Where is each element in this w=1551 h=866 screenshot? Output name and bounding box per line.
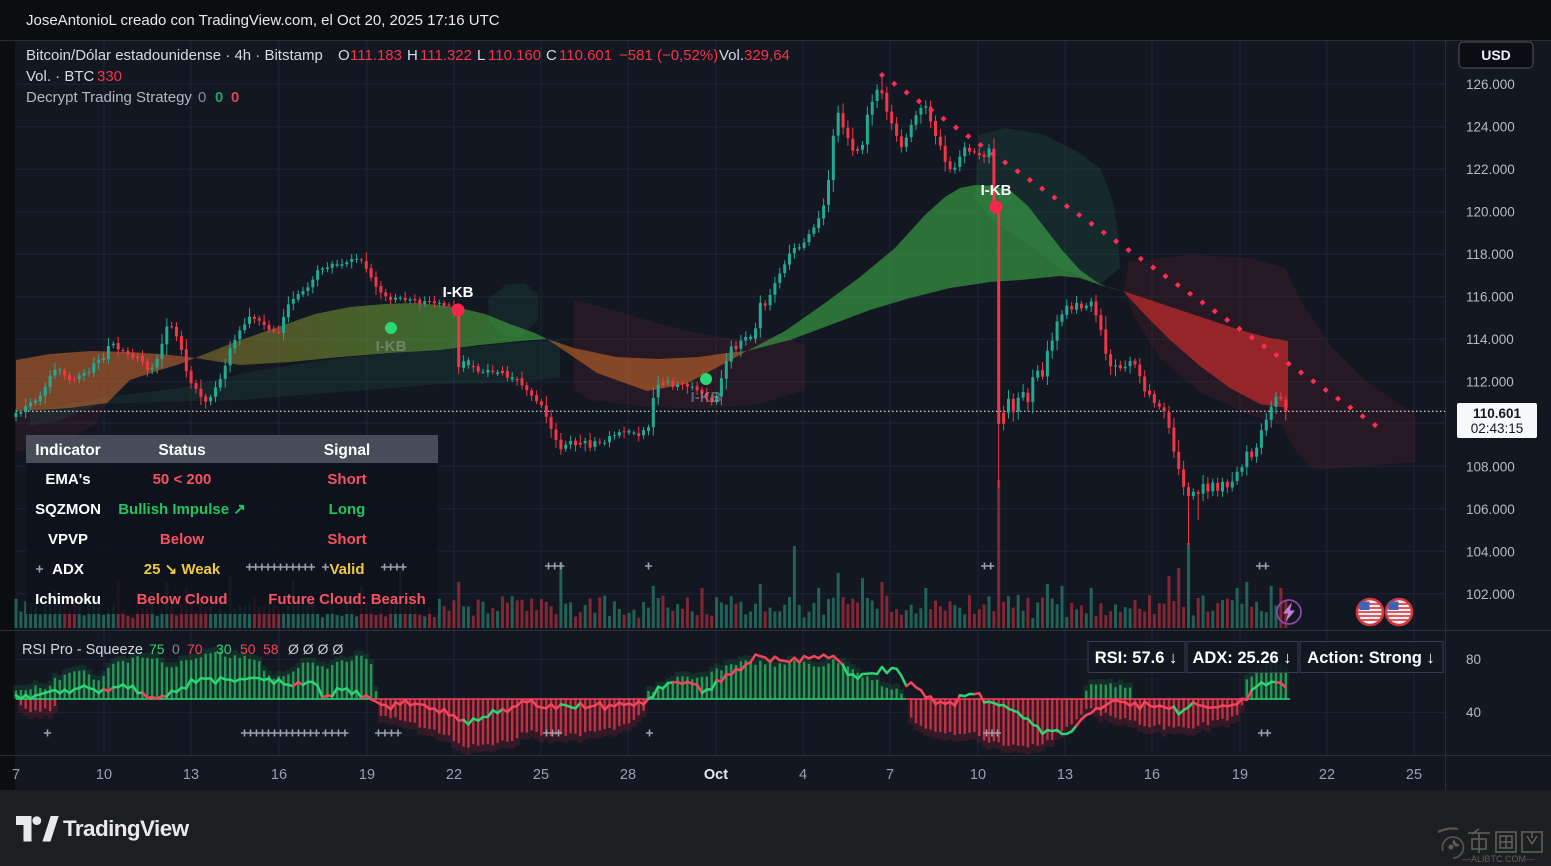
svg-text:I-KB: I-KB <box>376 338 407 355</box>
svg-text:16: 16 <box>1144 767 1160 783</box>
svg-text:Signal: Signal <box>324 442 371 459</box>
svg-text:Ø Ø Ø Ø: Ø Ø Ø Ø <box>288 641 343 657</box>
svg-text:TradingView: TradingView <box>63 816 190 841</box>
svg-text:116.000: 116.000 <box>1466 289 1514 304</box>
svg-text:Long: Long <box>329 501 366 518</box>
svg-text:VPVP: VPVP <box>48 531 88 548</box>
svg-text:111.183: 111.183 <box>350 47 402 64</box>
svg-text:102.000: 102.000 <box>1466 587 1515 602</box>
svg-text:104.000: 104.000 <box>1466 544 1515 559</box>
svg-text:22: 22 <box>446 767 462 783</box>
svg-text:SQZMON: SQZMON <box>35 501 101 518</box>
svg-text:Decrypt Trading Strategy: Decrypt Trading Strategy <box>26 89 192 106</box>
svg-text:13: 13 <box>1057 767 1073 783</box>
svg-text:118.000: 118.000 <box>1466 247 1514 262</box>
svg-text:16: 16 <box>271 767 287 783</box>
svg-text:50 < 200: 50 < 200 <box>153 471 212 488</box>
svg-text:13: 13 <box>183 767 199 783</box>
svg-text:ADX: 25.26 ↓: ADX: 25.26 ↓ <box>1192 649 1291 667</box>
svg-text:106.000: 106.000 <box>1466 502 1515 517</box>
svg-text:C: C <box>546 47 557 64</box>
svg-text:L: L <box>477 47 485 64</box>
svg-text:122.000: 122.000 <box>1466 162 1515 177</box>
svg-text:H: H <box>407 47 418 64</box>
svg-text:110.601: 110.601 <box>559 47 612 64</box>
svg-text:10: 10 <box>96 767 112 783</box>
svg-text:114.000: 114.000 <box>1466 332 1514 347</box>
svg-text:JoseAntonioL creado con Tradin: JoseAntonioL creado con TradingView.com,… <box>26 12 500 29</box>
svg-text:80: 80 <box>1466 652 1481 667</box>
svg-text:126.000: 126.000 <box>1466 77 1515 92</box>
svg-text:Below: Below <box>160 531 205 548</box>
svg-text:19: 19 <box>1232 767 1248 783</box>
svg-text:Bullish Impulse ↗: Bullish Impulse ↗ <box>118 501 246 518</box>
svg-text:Short: Short <box>327 471 366 488</box>
svg-text:—ALIBTC.COM—: —ALIBTC.COM— <box>1462 854 1535 864</box>
svg-text:USD: USD <box>1481 47 1511 63</box>
svg-text:22: 22 <box>1319 767 1335 783</box>
svg-text:0: 0 <box>215 89 223 106</box>
svg-text:111.322: 111.322 <box>420 47 472 64</box>
svg-text:4: 4 <box>799 767 807 783</box>
svg-text:30: 30 <box>216 641 232 657</box>
svg-text:58: 58 <box>263 641 279 657</box>
svg-text:70: 70 <box>187 641 203 657</box>
svg-text:10: 10 <box>970 767 986 783</box>
svg-text:Vol.: Vol. <box>719 47 744 64</box>
svg-text:Indicator: Indicator <box>35 442 100 459</box>
svg-text:7: 7 <box>886 767 894 783</box>
svg-text:02:43:15: 02:43:15 <box>1471 421 1524 436</box>
svg-text:O: O <box>338 47 350 64</box>
svg-text:−581 (−0,52%): −581 (−0,52%) <box>619 47 718 64</box>
svg-text:75: 75 <box>149 641 165 657</box>
svg-text:I-KB: I-KB <box>981 182 1012 199</box>
svg-text:Vol. · BTC: Vol. · BTC <box>26 68 95 85</box>
svg-text:0: 0 <box>231 89 239 106</box>
svg-text:Status: Status <box>158 442 205 459</box>
svg-text:Oct: Oct <box>704 767 728 783</box>
svg-text:Valid: Valid <box>329 561 364 578</box>
svg-text:Future Cloud: Bearish: Future Cloud: Bearish <box>268 591 426 608</box>
svg-text:108.000: 108.000 <box>1466 459 1515 474</box>
svg-text:RSI: 57.6 ↓: RSI: 57.6 ↓ <box>1095 649 1178 667</box>
svg-text:120.000: 120.000 <box>1466 204 1515 219</box>
svg-text:RSI Pro - Squeeze: RSI Pro - Squeeze <box>22 642 143 658</box>
svg-text:329,64: 329,64 <box>744 47 790 64</box>
svg-text:Action: Strong ↓: Action: Strong ↓ <box>1307 649 1434 667</box>
svg-text:110.601: 110.601 <box>1473 406 1522 421</box>
svg-text:Short: Short <box>327 531 366 548</box>
svg-text:Ichimoku: Ichimoku <box>35 591 101 608</box>
svg-text:7: 7 <box>12 767 20 783</box>
svg-text:28: 28 <box>620 767 636 783</box>
svg-text:330: 330 <box>97 68 122 85</box>
svg-text:Below Cloud: Below Cloud <box>137 591 228 608</box>
svg-text:0: 0 <box>172 641 180 657</box>
svg-text:40: 40 <box>1466 705 1481 720</box>
svg-text:124.000: 124.000 <box>1466 119 1515 134</box>
svg-text:112.000: 112.000 <box>1466 374 1514 389</box>
svg-text:110.160: 110.160 <box>488 47 541 64</box>
svg-text:I-KB: I-KB <box>443 284 474 301</box>
svg-text:19: 19 <box>359 767 375 783</box>
svg-text:50: 50 <box>240 641 256 657</box>
svg-text:ADX: ADX <box>52 561 84 578</box>
svg-text:25: 25 <box>1406 767 1422 783</box>
svg-text:0: 0 <box>198 89 206 106</box>
svg-text:25: 25 <box>533 767 549 783</box>
svg-text:EMA's: EMA's <box>45 471 90 488</box>
svg-text:25 ↘ Weak: 25 ↘ Weak <box>144 561 221 578</box>
svg-text:I-KB: I-KB <box>691 389 722 406</box>
svg-text:Bitcoin/Dólar estadounidense ·: Bitcoin/Dólar estadounidense · 4h · Bits… <box>26 47 323 64</box>
